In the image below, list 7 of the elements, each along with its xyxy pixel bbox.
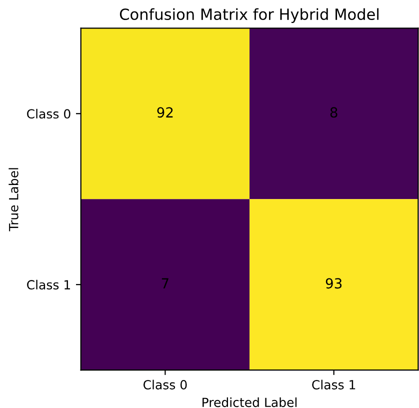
data-label: 92 <box>157 107 173 118</box>
y-axis-title: True Label <box>8 168 18 232</box>
data-label: 93 <box>326 278 342 289</box>
data-label: 7 <box>162 278 168 288</box>
x-axis-title: Predicted Label <box>202 397 297 408</box>
data-label: 8 <box>330 107 338 118</box>
chart-title: Confusion Matrix for Hybrid Model <box>120 8 379 23</box>
